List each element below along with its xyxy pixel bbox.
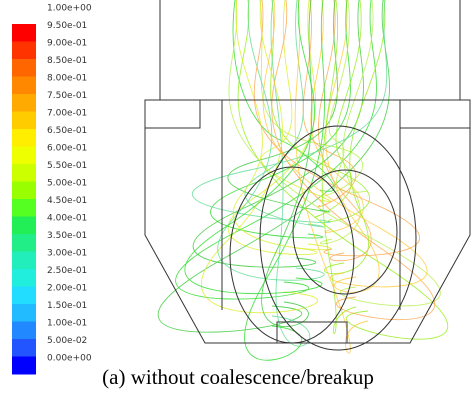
colorbar-label: 8.00e-01: [47, 74, 87, 84]
color-swatch: [12, 339, 36, 357]
colorbar-label: 6.50e-01: [47, 126, 87, 136]
colorbar-label: 5.00e-02: [47, 336, 87, 346]
color-swatch: [12, 322, 36, 340]
color-swatch: [12, 304, 36, 322]
color-swatch: [12, 94, 36, 112]
colorbar-label: 1.00e-01: [47, 319, 87, 329]
colorbar-label: 2.00e-01: [47, 284, 87, 294]
color-swatch: [12, 42, 36, 60]
colorbar-label: 1.50e-01: [47, 301, 87, 311]
color-swatch: [12, 217, 36, 235]
colorbar-label: 8.50e-01: [47, 56, 87, 66]
color-swatch: [12, 147, 36, 165]
color-swatch: [12, 287, 36, 305]
color-swatch: [12, 199, 36, 217]
colorbar-label: 3.00e-01: [47, 249, 87, 259]
colorbar-label: 0.00e+00: [47, 354, 92, 364]
colorbar-label: 5.50e-01: [47, 161, 87, 171]
colorbar-label: 4.00e-01: [47, 214, 87, 224]
color-swatch: [12, 252, 36, 270]
streamline: [176, 0, 377, 299]
colorbar-label: 2.50e-01: [47, 266, 87, 276]
colorbar-label: 4.50e-01: [47, 196, 87, 206]
colorbar-label: 9.00e-01: [47, 39, 87, 49]
figure: 1.00e+00 9.50e-01 9.00e-01 8.50e-01 8.00e-01…: [0, 0, 475, 403]
color-swatch: [12, 269, 36, 287]
right-box: [400, 100, 470, 128]
color-swatch: [12, 234, 36, 252]
geometry: [145, 0, 470, 350]
colorbar-label: 6.00e-01: [47, 144, 87, 154]
colorbar-label: 7.50e-01: [47, 91, 87, 101]
color-swatch: [12, 112, 36, 130]
color-swatch: [12, 357, 36, 375]
caption: (a) without coalescence/breakup: [102, 365, 374, 389]
colorbar-label: 9.50e-01: [47, 21, 87, 31]
streamline: [192, 0, 386, 223]
color-swatch: [12, 24, 36, 42]
color-swatch: [12, 59, 36, 77]
streamline: [193, 0, 363, 267]
ring: [260, 126, 416, 350]
streamline: [262, 0, 312, 327]
colorbar-label: 5.00e-01: [47, 179, 87, 189]
colorbar: 1.00e+00 9.50e-01 9.00e-01 8.50e-01 8.00e-01…: [12, 4, 92, 375]
colorbar-label: 3.50e-01: [47, 231, 87, 241]
color-swatch: [12, 129, 36, 147]
color-swatch: [12, 182, 36, 200]
color-swatch: [12, 164, 36, 182]
colorbar-label: 1.00e+00: [47, 4, 92, 14]
left-box: [145, 100, 200, 128]
color-swatch: [12, 77, 36, 95]
colorbar-label: 7.00e-01: [47, 109, 87, 119]
